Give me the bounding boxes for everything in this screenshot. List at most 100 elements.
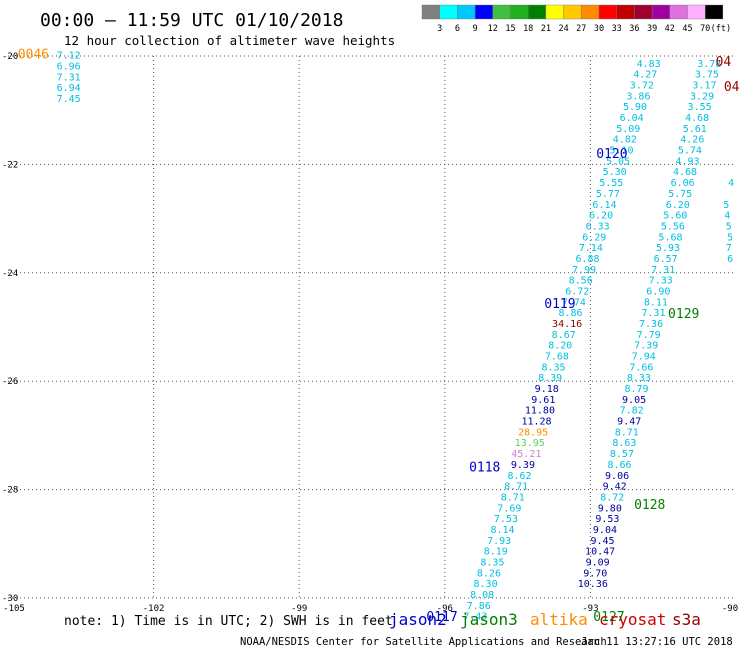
scale-swatch	[687, 4, 706, 20]
scale-swatch	[651, 4, 670, 20]
swh-value: 3.55	[688, 102, 712, 113]
scale-swatch	[598, 4, 617, 20]
swh-value: 7.12	[57, 51, 81, 62]
swh-value: 9.80	[598, 503, 622, 514]
swh-value: 9.53	[595, 514, 619, 525]
swh-value: 8.62	[507, 471, 531, 482]
swh-value: 5	[726, 221, 732, 232]
y-tick-label: -20	[2, 52, 18, 62]
swh-value: 5	[723, 200, 729, 211]
y-tick-label: -30	[2, 594, 18, 604]
swh-value: 7.69	[497, 503, 521, 514]
swh-value: 8.39	[538, 373, 562, 384]
swh-value: 10.36	[578, 579, 608, 590]
swh-value: 7.94	[632, 352, 656, 363]
swh-value: 9.70	[583, 568, 607, 579]
swh-value: 6.20	[589, 211, 613, 222]
swh-value: 9.45	[590, 536, 614, 547]
scale-swatch	[439, 4, 458, 20]
swh-value: 7.14	[579, 243, 603, 254]
time-label: 04	[724, 80, 740, 95]
swh-value: 7.43	[463, 612, 487, 623]
scale-swatch	[528, 4, 547, 20]
scale-swatch	[510, 4, 529, 20]
time-label: 0117	[426, 610, 457, 625]
swh-value: 7.82	[620, 406, 644, 417]
scale-swatch	[634, 4, 653, 20]
footer-credit: NOAA/NESDIS Center for Satellite Applica…	[240, 636, 607, 648]
swh-value: 28.95	[518, 427, 548, 438]
scale-swatch	[492, 4, 511, 20]
color-scale: 3 6 9 12 15 18 21 24 27 30 33 36 39 42 45 70 (ft)	[421, 4, 731, 34]
data-marks: 7.126.967.316.947.454.834.273.723.865.90…	[57, 51, 735, 623]
swh-value: 34.16	[552, 319, 582, 330]
swh-value: 7.99	[572, 265, 596, 276]
swh-value: 7.66	[629, 362, 653, 373]
swh-value: 3.29	[690, 91, 714, 102]
swh-value: 4.83	[637, 59, 661, 70]
scale-label: 18	[523, 24, 533, 34]
swh-value: 5.10	[609, 146, 633, 157]
swh-value: 6.96	[57, 62, 81, 73]
x-tick-label: -96	[437, 604, 453, 614]
swh-value: 8.79	[624, 384, 648, 395]
swh-value: 8.08	[470, 590, 494, 601]
legend-jason3: jason3	[460, 610, 518, 629]
legend-s3a: s3a	[672, 610, 701, 629]
scale-label: 39	[647, 24, 657, 34]
swh-value: 7.39	[634, 341, 658, 352]
swh-value: 6.20	[666, 200, 690, 211]
swh-value: 11.80	[525, 406, 555, 417]
scale-label: 15	[505, 24, 515, 34]
scale-label: 27	[576, 24, 586, 34]
swh-value: 8.86	[558, 308, 582, 319]
swh-value: 5.74	[678, 146, 702, 157]
x-tick-label: -105	[3, 604, 25, 614]
swh-value: 8.71	[615, 427, 639, 438]
scale-label: 21	[541, 24, 551, 34]
chart-title: 00:00 – 11:59 UTC 01/10/2018	[40, 10, 343, 31]
time-label: 04	[716, 55, 732, 70]
x-tick-label: -102	[143, 604, 165, 614]
time-label: 0129	[668, 307, 699, 322]
swh-value: 7.68	[545, 352, 569, 363]
swh-value: 5.09	[616, 124, 640, 135]
swh-value: 8.56	[569, 276, 593, 287]
swh-value: 7.79	[637, 330, 661, 341]
swh-value: 9.05	[622, 395, 646, 406]
scale-label: 30	[594, 24, 604, 34]
time-labels: 0046 0120 0119 0118 0117 0129 0128 0127 04 04	[18, 48, 740, 625]
scale-swatch	[705, 4, 724, 20]
swh-value: 7.31	[641, 308, 665, 319]
swh-value: 3.75	[695, 70, 719, 81]
time-label: 0119	[544, 297, 575, 312]
swh-value: 11.28	[521, 417, 551, 428]
y-tick-label: -28	[2, 486, 18, 496]
swh-value: 6.90	[646, 286, 670, 297]
swh-value: 4.93	[675, 156, 699, 167]
swh-value: 6.14	[592, 200, 616, 211]
scale-swatch	[474, 4, 494, 20]
time-label: 0120	[596, 147, 627, 162]
swh-value: 8.71	[504, 482, 528, 493]
swh-value: 8.20	[548, 341, 572, 352]
swh-value: 8.30	[474, 579, 498, 590]
swh-value: 6.57	[654, 254, 678, 265]
scale-label: 45	[682, 24, 692, 34]
swh-value: 9.04	[593, 525, 617, 536]
swh-value: 4.26	[680, 135, 704, 146]
swh-value: 7.74	[562, 297, 586, 308]
swh-value: 4	[724, 211, 730, 222]
swh-value: 5.30	[603, 167, 627, 178]
x-tick-label: -99	[291, 604, 307, 614]
y-tick-label: -26	[2, 377, 18, 387]
time-label: 0118	[469, 461, 500, 476]
swh-value: 8.63	[612, 438, 636, 449]
swh-value: 3.86	[626, 91, 650, 102]
swh-value: 6	[727, 254, 733, 265]
swh-value: 4.68	[673, 167, 697, 178]
swh-value: 5.93	[656, 243, 680, 254]
note-text: note: 1) Time is in UTC; 2) SWH is in fe…	[64, 614, 393, 629]
y-tick-label: -24	[2, 269, 18, 279]
